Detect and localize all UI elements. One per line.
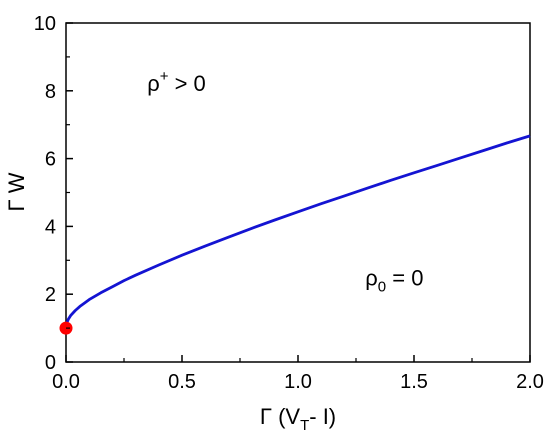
x-tick-label: 0.5 bbox=[168, 371, 196, 393]
y-axis-title: Γ W bbox=[4, 172, 29, 211]
y-tick-label: 4 bbox=[45, 216, 56, 238]
x-tick-label: 2.0 bbox=[516, 371, 544, 393]
plot-frame bbox=[65, 22, 531, 363]
y-tick-label: 8 bbox=[45, 81, 56, 103]
annotation-rho-zero: ρ0 = 0 bbox=[365, 266, 423, 296]
curves bbox=[59, 134, 531, 335]
axis-ticks bbox=[65, 22, 531, 363]
y-tick-label: 0 bbox=[45, 352, 56, 374]
x-tick-label: 1.0 bbox=[284, 371, 312, 393]
y-tick-label: 2 bbox=[45, 284, 56, 306]
annotation-rho-plus: ρ+ > 0 bbox=[147, 68, 206, 96]
annotations: ρ+ > 0 ρ0 = 0 bbox=[147, 68, 423, 296]
x-axis-title: Γ (VT- I) bbox=[260, 404, 336, 434]
axis-tick-labels: 0.0 0.5 1.0 1.5 2.0 0 2 4 6 8 10 bbox=[34, 13, 544, 393]
y-tick-label: 6 bbox=[45, 149, 56, 171]
series-line bbox=[64, 134, 531, 329]
x-tick-label: 0.0 bbox=[52, 371, 80, 393]
y-tick-label: 10 bbox=[34, 13, 56, 35]
plot-area bbox=[65, 22, 531, 363]
x-tick-label: 1.5 bbox=[400, 371, 428, 393]
